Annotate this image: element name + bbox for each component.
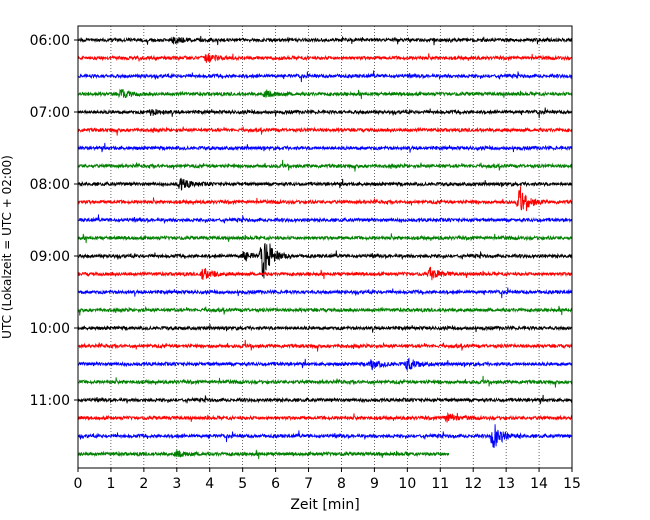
- x-tick-label: 4: [205, 476, 214, 492]
- trace-18: [77, 357, 573, 371]
- x-tick-label: 0: [74, 476, 83, 492]
- y-tick-label: 08:00: [30, 177, 70, 193]
- y-tick-label: 09:00: [30, 249, 70, 265]
- trace-19: [77, 375, 573, 388]
- trace-21: [77, 411, 573, 423]
- trace-16: [77, 324, 573, 333]
- trace-23: [77, 449, 450, 460]
- x-tick-label: 3: [172, 476, 181, 492]
- x-tick-label: 11: [431, 476, 449, 492]
- trace-3: [77, 88, 573, 100]
- x-tick-label: 2: [139, 476, 148, 492]
- trace-0: [77, 35, 573, 46]
- y-tick-label: 10:00: [30, 321, 70, 337]
- y-tick-label: 11:00: [30, 393, 70, 409]
- trace-10: [77, 214, 573, 225]
- trace-7: [77, 159, 573, 172]
- x-tick-label: 5: [238, 476, 247, 492]
- seismic-traces: [77, 35, 573, 460]
- x-axis-label: Zeit [min]: [290, 497, 359, 513]
- x-tick-label: 12: [464, 476, 482, 492]
- x-tick-label: 14: [530, 476, 548, 492]
- y-axis-ticks: 06:00 07:00 08:00 09:00 10:00 11:00: [30, 33, 78, 409]
- x-tick-label: 1: [106, 476, 115, 492]
- trace-12: [77, 242, 573, 279]
- trace-5: [77, 125, 573, 136]
- trace-20: [77, 394, 573, 405]
- trace-22: [77, 424, 573, 448]
- trace-13: [77, 266, 573, 281]
- trace-15: [77, 305, 573, 316]
- trace-9: [77, 186, 573, 212]
- x-tick-label: 8: [337, 476, 346, 492]
- trace-6: [77, 142, 573, 153]
- trace-8: [77, 177, 573, 191]
- x-tick-label: 10: [398, 476, 416, 492]
- trace-14: [77, 287, 573, 299]
- y-axis-label: UTC (Lokalzeit = UTC + 02:00): [0, 155, 14, 339]
- trace-2: [77, 70, 573, 83]
- x-tick-label: 6: [271, 476, 280, 492]
- y-tick-label: 06:00: [30, 33, 70, 49]
- x-tick-label: 7: [304, 476, 313, 492]
- trace-4: [77, 107, 573, 119]
- x-axis-ticks: 0 1 2 3 4 5 6 7 8 9 10 11 12 13 14 15: [74, 468, 581, 492]
- trace-11: [77, 233, 573, 244]
- plot-frame: [77, 25, 573, 469]
- trace-17: [77, 339, 573, 352]
- y-tick-label: 07:00: [30, 105, 70, 121]
- vertical-grid: [110, 26, 540, 468]
- x-tick-label: 13: [497, 476, 515, 492]
- x-tick-label: 15: [563, 476, 581, 492]
- trace-1: [77, 53, 573, 63]
- x-tick-label: 9: [370, 476, 379, 492]
